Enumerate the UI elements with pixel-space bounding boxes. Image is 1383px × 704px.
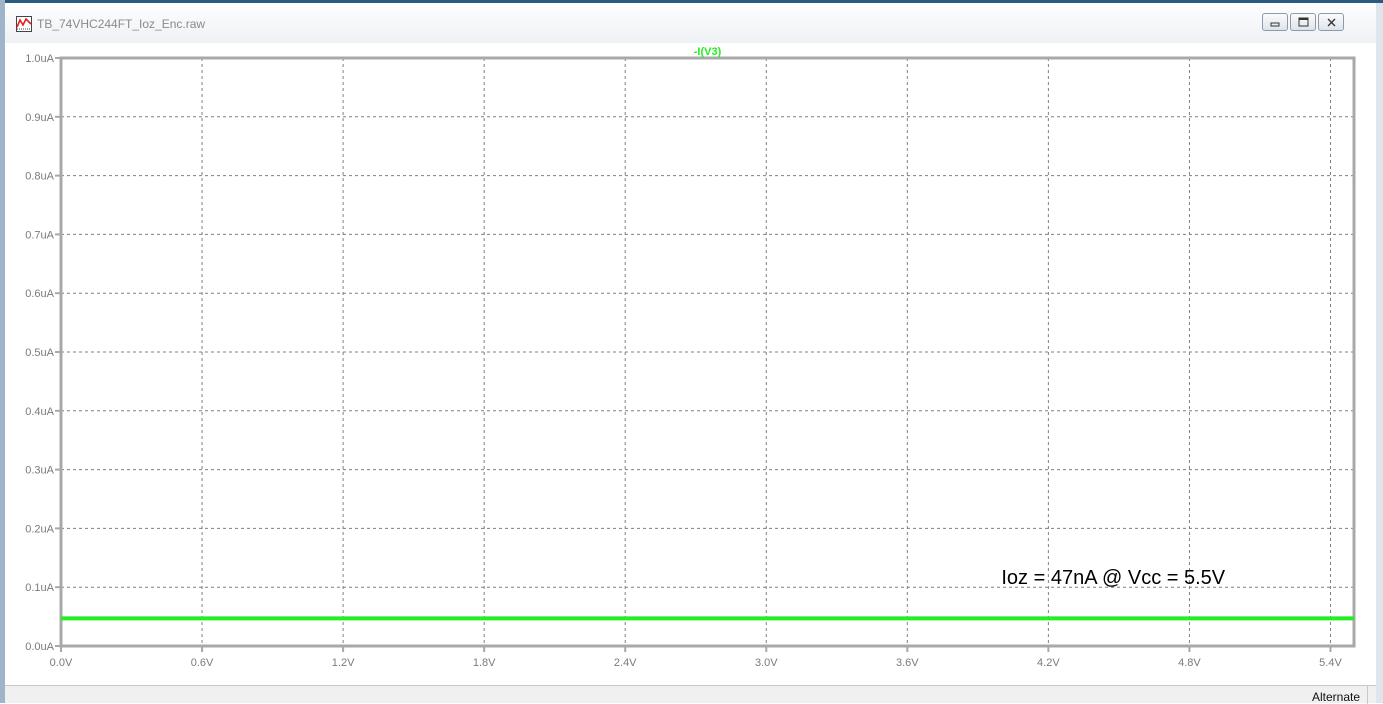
waveform-viewer-icon [16, 16, 32, 32]
y-tick-label: 0.0uA [25, 641, 54, 653]
x-tick-label: 5.4V [1319, 657, 1342, 669]
x-tick-label: 0.6V [191, 657, 214, 669]
status-bar: Alternate [5, 685, 1376, 704]
window-frame-right [1376, 3, 1383, 703]
plot-pane[interactable]: 0.0uA 0.1uA 0.2uA 0.3uA 0.4uA 0.5uA 0.6uA 0.7uA… [5, 43, 1376, 685]
chart[interactable]: 0.0uA 0.1uA 0.2uA 0.3uA 0.4uA 0.5uA 0.6uA 0.7uA… [5, 43, 1376, 685]
restore-button[interactable] [1290, 13, 1316, 31]
y-tick-label: 1.0uA [25, 53, 54, 65]
y-tick-label: 0.3uA [25, 465, 54, 477]
annotation-text[interactable]: Ioz = 47nA @ Vcc = 5.5V [1001, 567, 1225, 589]
status-mode: Alternate [1311, 690, 1360, 704]
y-tick-label: 0.6uA [25, 288, 54, 300]
series-label[interactable]: -I(V3) [694, 46, 722, 58]
restore-icon [1298, 17, 1309, 27]
x-tick-label: 1.2V [332, 657, 355, 669]
y-tick-label: 0.5uA [25, 347, 54, 359]
minimize-icon [1270, 22, 1280, 27]
minimize-button[interactable] [1262, 13, 1288, 31]
x-tick-label: 0.0V [50, 657, 73, 669]
title-bar[interactable]: TB_74VHC244FT_Ioz_Enc.raw [5, 3, 1376, 43]
close-button[interactable] [1318, 13, 1344, 31]
close-icon [1327, 18, 1336, 27]
x-tick-label: 1.8V [473, 657, 496, 669]
x-tick-label: 3.0V [755, 657, 778, 669]
y-tick-label: 0.7uA [25, 229, 54, 241]
x-tick-label: 4.2V [1037, 657, 1060, 669]
y-tick-label: 0.2uA [25, 523, 54, 535]
window-frame-top [0, 0, 1383, 3]
x-tick-label: 2.4V [614, 657, 637, 669]
y-tick-label: 0.8uA [25, 171, 54, 183]
y-tick-label: 0.9uA [25, 112, 54, 124]
y-tick-label: 0.1uA [25, 582, 54, 594]
x-tick-label: 4.8V [1178, 657, 1201, 669]
window-title: TB_74VHC244FT_Ioz_Enc.raw [37, 17, 206, 31]
x-tick-label: 3.6V [896, 657, 919, 669]
status-divider [1367, 686, 1368, 704]
y-tick-label: 0.4uA [25, 406, 54, 418]
window-frame-left [0, 0, 5, 703]
